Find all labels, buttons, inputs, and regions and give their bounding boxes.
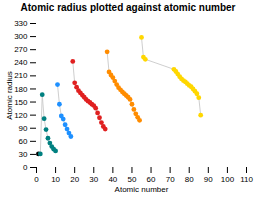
svg-text:300: 300 <box>14 32 28 41</box>
svg-text:0: 0 <box>23 163 28 172</box>
svg-text:210: 210 <box>14 71 28 80</box>
svg-text:240: 240 <box>14 58 28 67</box>
svg-text:Atomic radius: Atomic radius <box>5 71 14 119</box>
svg-text:50: 50 <box>128 175 137 184</box>
svg-text:20: 20 <box>70 175 79 184</box>
svg-text:30: 30 <box>89 175 98 184</box>
svg-text:80: 80 <box>185 175 194 184</box>
svg-text:60: 60 <box>147 175 156 184</box>
svg-text:10: 10 <box>51 175 60 184</box>
html-text:Atomic radius plotted against: Atomic radius plotted against atomic num… <box>20 2 236 13</box>
svg-text:120: 120 <box>14 111 28 120</box>
svg-text:100: 100 <box>221 175 235 184</box>
svg-text:Atomic number: Atomic number <box>115 185 169 194</box>
svg-text:150: 150 <box>14 98 28 107</box>
svg-text:60: 60 <box>19 137 28 146</box>
svg-text:180: 180 <box>14 85 28 94</box>
svg-text:90: 90 <box>204 175 213 184</box>
svg-text:330: 330 <box>14 19 28 28</box>
svg-text:110: 110 <box>240 175 253 184</box>
svg-text:70: 70 <box>166 175 175 184</box>
svg-text:270: 270 <box>14 45 28 54</box>
svg-text:40: 40 <box>108 175 117 184</box>
svg-text:0: 0 <box>34 175 39 184</box>
svg-text:30: 30 <box>19 150 28 159</box>
svg-text:90: 90 <box>19 124 28 133</box>
